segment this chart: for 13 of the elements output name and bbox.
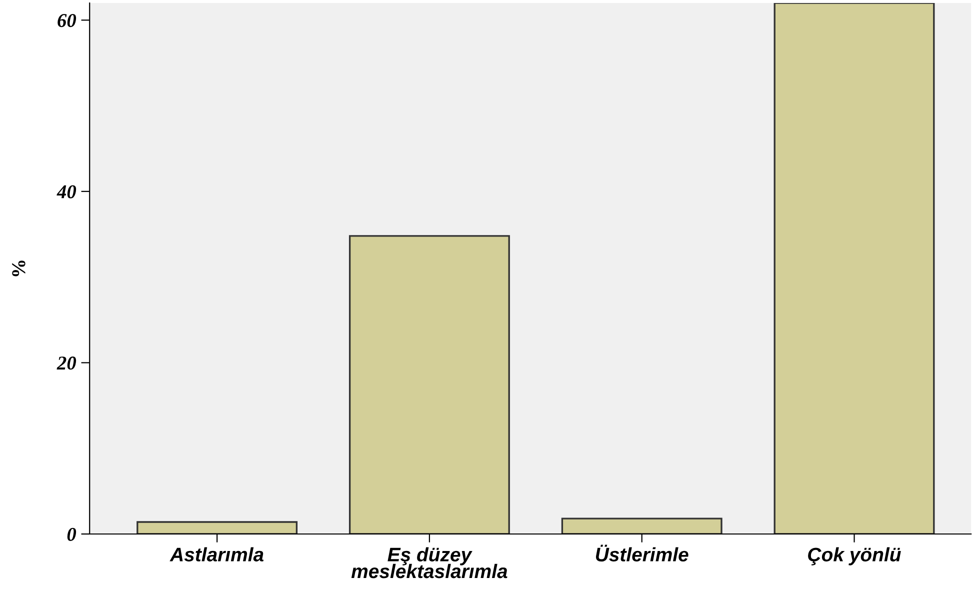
x-tick-label: Astlarımla — [170, 547, 264, 562]
y-tick-label: 40 — [56, 185, 76, 198]
bar — [136, 521, 298, 534]
x-tick-label: Çok yönlü — [808, 547, 901, 566]
bar — [348, 235, 510, 534]
x-tick-label: Üstlerimle — [596, 544, 688, 562]
bar — [774, 3, 935, 534]
y-tick-label: 0 — [67, 528, 76, 541]
y-tick-label: 60 — [58, 14, 76, 28]
y-tick-label: 20 — [56, 356, 76, 370]
y-axis-title: % — [12, 260, 26, 276]
x-tick-label: Eş düzey meslektaslarımla — [351, 547, 508, 578]
bar — [561, 518, 722, 534]
